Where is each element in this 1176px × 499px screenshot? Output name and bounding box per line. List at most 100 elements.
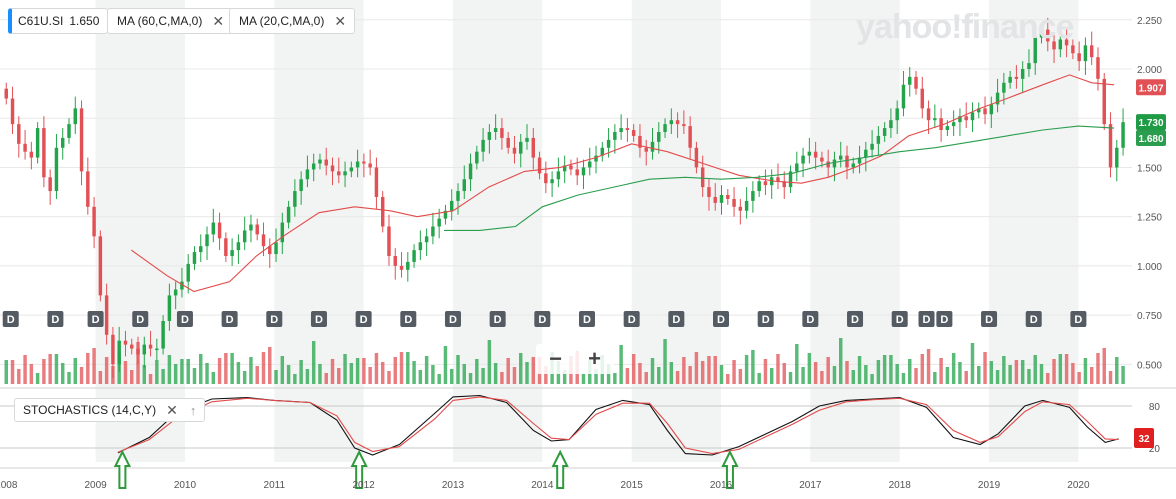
candle-body [989,104,994,115]
ma20-label: MA (20,C,MA,0) [239,14,325,28]
volume-bar [926,349,931,384]
candle-body [926,108,931,121]
candle-body [700,167,705,188]
candle-body [832,159,837,168]
candle-body [274,242,278,255]
volume-bar [399,352,404,384]
candle-body [1014,76,1019,79]
ma20-close-icon[interactable]: ✕ [334,12,347,29]
year-tick-label: 2019 [978,480,1001,491]
dividend-marker: D [2,311,19,327]
dividend-box [87,311,104,327]
volume-bar [889,355,893,384]
volume-bar [443,346,448,384]
ma60-chip[interactable]: MA (60,C,MA,0) ✕ [107,8,234,34]
volume-bar [939,358,943,384]
dividend-label: D [136,314,144,326]
volume-bar [230,353,234,384]
ma60-close-icon[interactable]: ✕ [212,12,225,29]
candle-body [286,206,291,223]
candle-body [437,218,441,227]
volume-bar [73,358,77,384]
candle-body [431,226,435,237]
candle-body [506,137,510,148]
stoch-value-text: 32 [1138,434,1150,445]
candle-body [17,124,21,144]
volume-bar [713,356,717,384]
candle-body [669,120,674,125]
dividend-box [310,311,327,327]
move-up-icon[interactable]: ↑ [189,402,197,418]
candle-body [493,128,498,132]
volume-bar [581,374,586,384]
candle-body [977,108,981,113]
year-band [631,0,722,462]
volume-bar [86,353,90,384]
volume-bar [983,352,987,384]
dividend-label: D [315,314,323,326]
candle-body [801,155,805,164]
candle-body [782,181,786,188]
candle-body [751,191,755,201]
buy-arrow-shape [721,449,739,489]
volume-bar [933,372,937,384]
year-band [810,0,900,462]
candle-body [142,344,147,355]
year-tick-label: 2012 [353,480,376,491]
dividend-label: D [404,314,412,326]
volume-bar [48,354,52,384]
dividend-marker: D [847,311,864,327]
volume-bar [562,370,567,384]
candle-body [487,132,492,140]
volume-bar [1077,372,1081,384]
price-tick-label: 1.000 [1137,262,1162,273]
candle-body [726,195,730,199]
volume-bar [368,367,372,384]
candle-body [173,289,178,296]
volume-bar [970,343,975,384]
dividend-marker: D [1070,311,1087,327]
ma20-chip[interactable]: MA (20,C,MA,0) ✕ [229,8,356,34]
candle-body [1002,82,1006,93]
volume-bar [456,355,460,384]
candle-body [117,340,121,365]
candle-body [594,155,598,162]
dividend-label: D [717,314,725,326]
candle-body [136,348,140,355]
price-value-badge-text: 1.730 [1138,118,1163,129]
volume-bar [493,363,498,384]
volume-bar [851,370,855,384]
candle-body [255,224,259,235]
zoom-out-button[interactable]: − [549,346,562,371]
volume-bar [895,364,899,384]
stochastics-chip[interactable]: STOCHASTICS (14,C,Y) ✕ ↑ [14,398,206,422]
symbol-chip[interactable]: C61U.SI 1.650 [8,8,109,34]
volume-bar [268,347,272,384]
stochastics-close-icon[interactable]: ✕ [166,401,178,418]
zoom-in-button[interactable]: + [588,346,601,371]
symbol-price: 1.650 [69,14,100,28]
year-tick-label: 2017 [799,480,822,491]
candle-body [631,130,636,136]
candle-body [795,163,799,172]
candle-body [148,344,153,349]
volume-bar [606,364,611,384]
volume-bar [525,362,529,384]
buy-arrow-icon [721,449,739,489]
dividend-box [1070,311,1087,327]
dividend-marker: D [310,311,327,327]
candle-body [1089,45,1094,58]
dividend-box [1025,311,1042,327]
candle-body [807,151,812,156]
price-value-badge: 1.730 [1136,114,1166,131]
candle-body [864,149,868,158]
volume-bar [449,369,454,384]
candle-body [569,165,573,170]
candle-body [4,88,8,99]
volume-bar [186,359,190,384]
candle-body [1115,147,1119,168]
dividend-box [355,311,372,327]
